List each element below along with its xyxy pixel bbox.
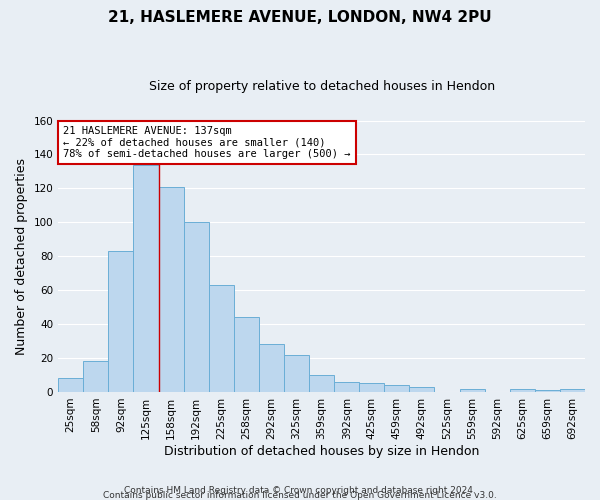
Bar (334, 382, 359, 392)
Bar (309, 375, 334, 392)
Bar (133, 164, 158, 392)
Text: Contains public sector information licensed under the Open Government Licence v3: Contains public sector information licen… (103, 490, 497, 500)
Bar (560, 388, 585, 392)
Bar (158, 186, 184, 392)
Bar (284, 354, 309, 392)
Bar (359, 384, 385, 392)
Text: 21, HASLEMERE AVENUE, LONDON, NW4 2PU: 21, HASLEMERE AVENUE, LONDON, NW4 2PU (108, 10, 492, 25)
Text: 21 HASLEMERE AVENUE: 137sqm
← 22% of detached houses are smaller (140)
78% of se: 21 HASLEMERE AVENUE: 137sqm ← 22% of det… (64, 126, 351, 159)
Bar (259, 344, 284, 392)
Bar (510, 388, 535, 392)
Y-axis label: Number of detached properties: Number of detached properties (15, 158, 28, 355)
Bar (184, 222, 209, 392)
Bar (409, 387, 434, 392)
X-axis label: Distribution of detached houses by size in Hendon: Distribution of detached houses by size … (164, 444, 479, 458)
Bar (535, 390, 560, 392)
Bar (209, 285, 234, 392)
Title: Size of property relative to detached houses in Hendon: Size of property relative to detached ho… (149, 80, 494, 93)
Bar (460, 388, 485, 392)
Bar (109, 251, 133, 392)
Bar (234, 318, 259, 392)
Bar (385, 385, 409, 392)
Bar (83, 362, 109, 392)
Bar (58, 378, 83, 392)
Text: Contains HM Land Registry data © Crown copyright and database right 2024.: Contains HM Land Registry data © Crown c… (124, 486, 476, 495)
